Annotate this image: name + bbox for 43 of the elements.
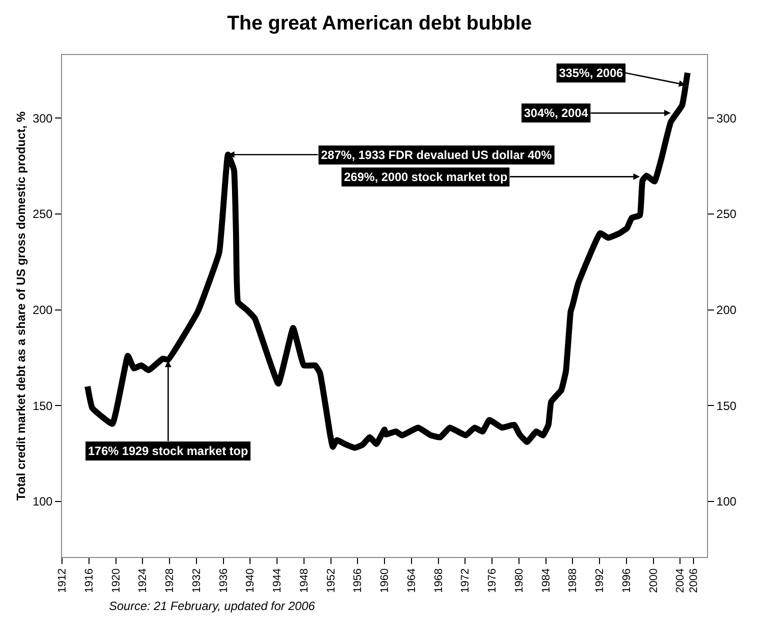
x-tick-label: 1924 [137, 568, 150, 593]
x-tick-label: 1940 [244, 568, 257, 593]
x-tick-label: 1952 [325, 568, 338, 593]
y2-tick-label: 250 [716, 207, 737, 222]
x-tick-label: 1936 [218, 568, 230, 593]
annotation: 176% 1929 stock market top [88, 444, 248, 458]
x-tick-label: 2006 [688, 568, 700, 593]
x-tick-label: 1992 [594, 568, 606, 593]
y-tick-label: 100 [32, 494, 53, 509]
y-tick-label: 200 [32, 303, 53, 318]
x-tick-label: 1964 [406, 568, 418, 593]
x-tick-label: 1968 [432, 568, 445, 593]
x-tick-label: 1944 [272, 568, 284, 593]
source-note: Source: 21 February, updated for 2006 [109, 599, 316, 613]
annotation: 304%, 2004 [524, 106, 588, 120]
annotation: 287%, 1933 FDR devalued US dollar 40% [321, 148, 552, 162]
x-tick-label: 1916 [83, 568, 96, 593]
y2-tick-label: 200 [716, 303, 737, 318]
x-tick-label: 1980 [513, 568, 526, 593]
y-tick-label: 150 [32, 398, 53, 413]
y-tick-label: 250 [32, 207, 53, 222]
annotation: 269%, 2000 stock market top [344, 170, 508, 184]
y2-tick-label: 300 [716, 111, 737, 126]
x-tick-label: 2004 [674, 568, 687, 593]
x-tick-label: 1988 [567, 568, 580, 593]
x-tick-label: 1912 [56, 568, 69, 593]
y2-tick-label: 100 [716, 494, 737, 509]
x-tick-label: 1996 [620, 568, 633, 593]
y-tick-label: 300 [32, 111, 53, 126]
annotation: 335%, 2006 [559, 66, 624, 80]
x-tick-label: 1976 [486, 568, 499, 593]
y2-tick-label: 150 [716, 398, 737, 413]
chart-title: The great American debt bubble [227, 12, 532, 34]
y-axis-title: Total credit market debt as a share of US gross domestic product, % [14, 111, 28, 501]
x-tick-label: 1960 [379, 568, 392, 593]
x-tick-label: 2000 [648, 568, 660, 593]
x-tick-label: 1920 [110, 568, 122, 593]
x-tick-label: 1972 [460, 568, 472, 593]
x-tick-label: 1948 [298, 568, 310, 593]
x-tick-label: 1928 [164, 568, 176, 593]
x-tick-label: 1984 [540, 568, 552, 593]
x-tick-label: 1956 [352, 568, 364, 593]
x-tick-label: 1932 [190, 568, 203, 593]
